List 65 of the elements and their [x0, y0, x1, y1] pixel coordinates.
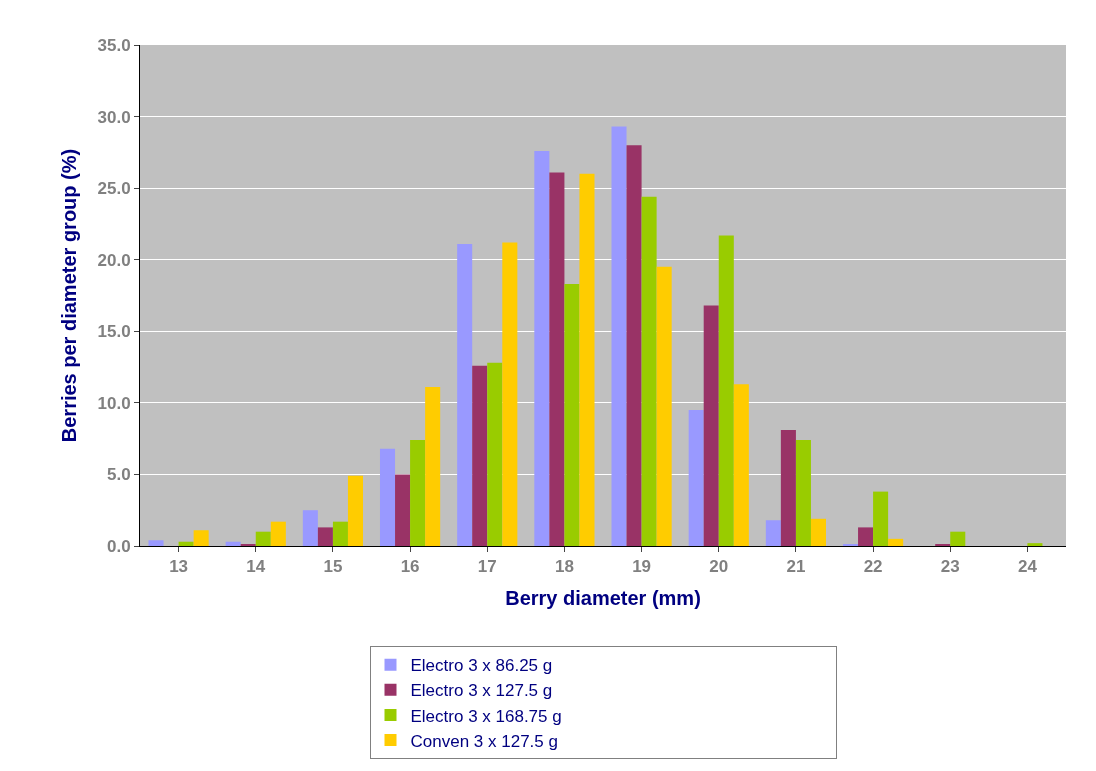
- bar: [810, 518, 827, 546]
- bar: [579, 173, 595, 546]
- bar: [873, 491, 889, 546]
- x-tick-label: 14: [246, 557, 266, 577]
- y-axis-title: Berries per diameter group (%): [58, 148, 81, 443]
- bar: [641, 196, 657, 546]
- x-tick-label: 22: [863, 557, 883, 577]
- y-tick-label: 35.0: [97, 35, 131, 55]
- bar: [688, 410, 704, 546]
- bar: [332, 521, 348, 546]
- bar: [534, 150, 550, 546]
- x-tick-label: 16: [400, 557, 420, 577]
- bar: [950, 531, 966, 546]
- x-tick-label: 18: [554, 557, 574, 577]
- bar: [379, 448, 396, 546]
- bar: [148, 540, 164, 546]
- x-tick-label: 13: [169, 557, 189, 577]
- x-tick-label: 23: [940, 557, 960, 577]
- bar: [410, 440, 426, 546]
- x-tick-label: 17: [477, 557, 497, 577]
- bar: [193, 530, 209, 546]
- x-axis-title: Berry diameter (mm): [505, 586, 701, 609]
- bar: [733, 384, 749, 546]
- y-tick-label: 10.0: [97, 393, 131, 413]
- bar: [703, 305, 719, 546]
- bar: [611, 126, 627, 546]
- legend-label: Conven 3 x 127.5 g: [410, 731, 558, 751]
- x-tick-label: 20: [709, 557, 729, 577]
- x-tick-label: 15: [323, 557, 343, 577]
- bar: [656, 266, 672, 546]
- legend-label: Electro 3 x 127.5 g: [410, 681, 553, 701]
- x-tick-label: 24: [1017, 557, 1038, 577]
- bar: [888, 538, 904, 546]
- bar: [425, 387, 441, 546]
- y-tick-label: 5.0: [106, 465, 131, 485]
- y-tick-label: 0.0: [106, 536, 131, 556]
- bar: [255, 531, 271, 546]
- y-tick-label: 15.0: [97, 322, 131, 342]
- bar: [1027, 543, 1043, 546]
- bar: [502, 242, 518, 546]
- y-tick-label: 20.0: [97, 250, 131, 270]
- bar: [795, 440, 811, 546]
- bar: [564, 284, 580, 546]
- bar: [765, 520, 781, 546]
- bar: [487, 362, 503, 546]
- y-tick-label: 25.0: [97, 179, 131, 199]
- bar: [225, 541, 241, 546]
- legend-label: Electro 3 x 168.75 g: [410, 706, 562, 726]
- x-tick-label: 21: [786, 557, 806, 577]
- bar: [395, 474, 411, 546]
- bar: [270, 521, 286, 546]
- bar: [626, 145, 642, 546]
- y-tick-label: 30.0: [97, 107, 131, 127]
- bar: [472, 365, 488, 546]
- bar: [457, 243, 473, 546]
- bar: [718, 235, 734, 546]
- bar: [858, 527, 874, 546]
- bar: [549, 172, 565, 546]
- legend-label: Electro 3 x 86.25 g: [410, 656, 553, 676]
- bar: [178, 541, 194, 546]
- bar: [317, 527, 333, 546]
- bar: [302, 510, 318, 546]
- bar: [347, 475, 364, 546]
- x-tick-label: 19: [632, 557, 652, 577]
- bar: [780, 430, 796, 546]
